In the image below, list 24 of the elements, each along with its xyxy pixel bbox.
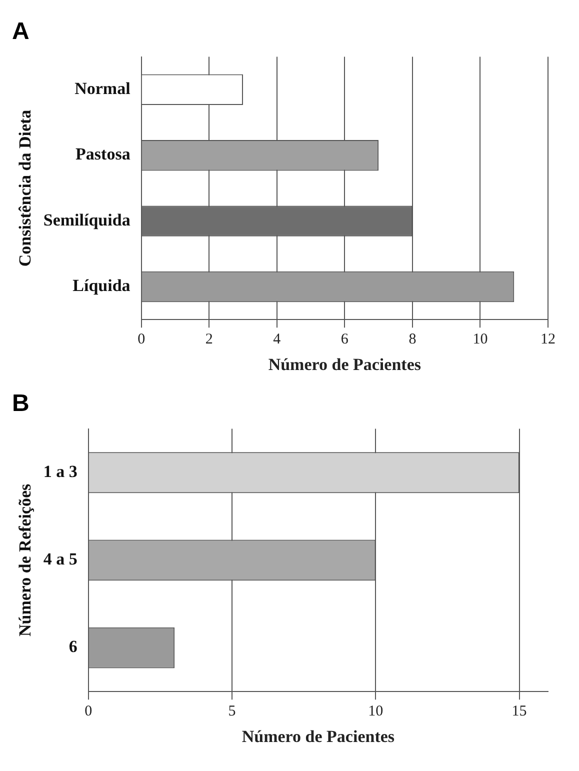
x-tick-label: 12 (540, 332, 556, 348)
x-tick-label: 4 (273, 332, 282, 348)
y-tick-label: 1 a 3 (43, 462, 78, 481)
x-tick-label: 6 (340, 332, 349, 348)
x-tick-label: 2 (205, 332, 213, 348)
x-tick-label: 0 (84, 704, 92, 720)
chart-title: A (12, 18, 30, 46)
x-tick-label: 0 (138, 332, 146, 348)
y-tick-label: Semilíquida (43, 210, 131, 230)
x-tick-label: 8 (408, 332, 416, 348)
x-axis-title: Número de Pacientes (242, 727, 395, 746)
y-tick-label: Pastosa (76, 144, 131, 164)
chart-title: B (12, 390, 30, 418)
y-axis-title: Consistência da Dieta (16, 109, 35, 267)
y-tick-label: Normal (74, 79, 131, 98)
x-tick-label: 5 (228, 704, 236, 720)
x-tick-label: 15 (512, 704, 527, 720)
x-axis-title: Número de Pacientes (268, 355, 422, 374)
x-tick-label: 10 (368, 704, 384, 720)
y-axis-title: Número de Refeições (16, 484, 35, 637)
y-tick-label: 4 a 5 (43, 550, 78, 569)
y-tick-label: Líquida (72, 276, 131, 296)
x-tick-label: 10 (472, 332, 488, 348)
y-tick-label: 6 (68, 637, 78, 656)
